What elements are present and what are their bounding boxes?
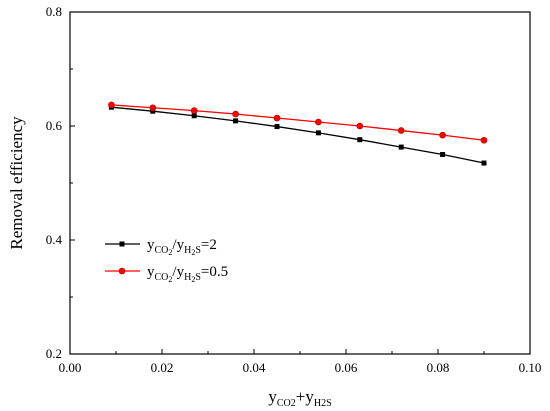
y-tick-label: 0.8	[46, 4, 62, 19]
data-point-series-2	[397, 127, 405, 134]
x-tick-label: 0.02	[151, 360, 174, 375]
x-tick-label: 0.04	[243, 360, 266, 375]
x-label-sub2: H2S	[314, 398, 332, 409]
x-tick-label: 0.00	[59, 360, 82, 375]
data-point-series-2	[232, 110, 239, 118]
data-point-series-1	[398, 144, 404, 150]
legend-marker-2	[118, 267, 126, 275]
data-point-series-1	[440, 152, 446, 157]
series-line-1	[111, 106, 485, 164]
y-tick-label: 0.6	[46, 118, 63, 133]
plot-frame	[69, 11, 531, 355]
series-lines	[111, 104, 485, 164]
y-tick-label: 0.2	[46, 346, 62, 361]
data-point-series-2	[480, 136, 488, 144]
data-point-series-1	[233, 118, 239, 124]
legend-entry-1: yCO2/yH2S=2	[105, 237, 217, 257]
x-axis-label: yCO2+yH2S	[268, 387, 331, 409]
data-point-series-2	[356, 122, 364, 130]
data-point-series-1	[481, 160, 487, 166]
data-point-series-1	[357, 137, 363, 143]
y-tick-label: 0.4	[46, 232, 63, 247]
data-point-series-1	[191, 113, 197, 119]
x-tick-label: 0.08	[427, 360, 450, 375]
legend-entry-2: yCO2/yH2S=0.5	[105, 264, 228, 284]
x-label-sub1: CO2	[277, 398, 296, 409]
data-point-series-2	[439, 131, 446, 139]
y-axis-label: Removal efficiency	[7, 116, 26, 250]
data-point-series-2	[190, 107, 198, 114]
data-point-series-2	[273, 114, 281, 122]
legend: yCO2/yH2S=2 yCO2/yH2S=0.5	[105, 237, 228, 284]
series-markers	[108, 101, 488, 166]
legend-label-1: yCO2/yH2S=2	[147, 237, 217, 257]
data-point-series-1	[274, 124, 280, 130]
x-tick-label: 0.06	[335, 360, 358, 375]
x-tick-label: 0.10	[519, 360, 542, 375]
series-line-2	[111, 104, 485, 141]
data-point-series-2	[315, 118, 322, 126]
data-point-series-1	[150, 108, 156, 114]
legend-marker-1	[119, 241, 125, 247]
data-point-series-2	[149, 104, 157, 112]
data-point-series-1	[315, 130, 321, 136]
legend-label-2: yCO2/yH2S=0.5	[147, 264, 228, 284]
x-label-y2: y	[305, 387, 314, 406]
ticks: 0.00 0.02 0.04 0.06 0.08 0.10 0.2 0.4 0.6 0.8	[46, 4, 542, 375]
data-point-series-2	[108, 101, 115, 109]
x-label-plus: +	[296, 387, 306, 406]
x-label-y1: y	[268, 387, 277, 406]
